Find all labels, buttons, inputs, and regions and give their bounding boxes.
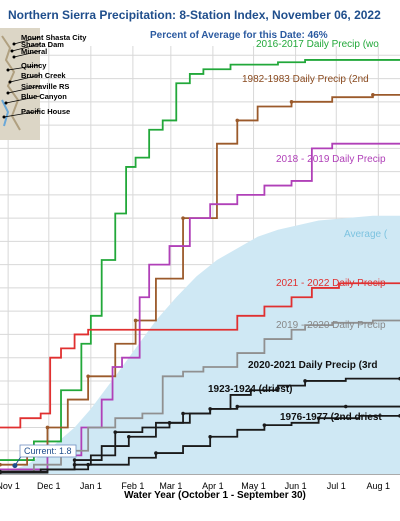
series-marker: [208, 434, 212, 439]
x-tick-label: Dec 1: [37, 481, 61, 491]
series-marker: [113, 430, 118, 434]
series-marker: [45, 425, 50, 430]
station-label: Sierraville RS: [21, 82, 69, 91]
x-tick-label: Aug 1: [367, 481, 391, 491]
series-label-3: Average (: [344, 229, 388, 240]
station-label: Blue Canyon: [21, 92, 67, 101]
x-tick-label: Apr 1: [202, 481, 224, 491]
x-tick-label: Mar 1: [159, 481, 182, 491]
current-label: Current: 1.8: [24, 446, 72, 456]
series-marker: [235, 404, 240, 409]
station-dot: [6, 91, 10, 95]
current-box: [19, 444, 77, 458]
series-line-2: [0, 142, 400, 471]
station-dot: [8, 80, 12, 84]
station-dot: [2, 115, 6, 119]
station-label: Shasta Dam: [21, 40, 64, 49]
series-marker: [371, 93, 375, 97]
series-label-7: 1923-1924 (driest): [208, 384, 293, 395]
series-label-2: 2018 - 2019 Daily Precip: [276, 154, 386, 165]
station-leader: [13, 50, 41, 58]
station-leader: [11, 43, 41, 52]
station-dot: [10, 49, 14, 53]
series-label-8: 1976-1977 (2nd driest: [280, 412, 382, 423]
series-label-4: 2021 - 2022 Daily Precip: [276, 278, 386, 289]
series-marker: [127, 434, 131, 439]
series-label-0: 2016-2017 Daily Precip (wo: [256, 39, 379, 50]
chart-title: Northern Sierra Precipitation: 8-Station…: [8, 8, 381, 22]
series-marker: [0, 470, 2, 475]
station-label: Brush Creek: [21, 71, 66, 80]
series-line-4: [0, 282, 400, 429]
x-tick-label: Feb 1: [121, 481, 144, 491]
series-marker: [316, 416, 321, 420]
x-tick-label: May 1: [241, 481, 266, 491]
map-water: [1, 99, 10, 127]
x-tick-label: Jun 1: [285, 481, 307, 491]
station-leader: [7, 64, 41, 71]
station-label: Mineral: [21, 47, 47, 56]
average-area-layer: [0, 215, 400, 474]
map-terrain: [1, 35, 21, 131]
station-leader: [13, 36, 41, 45]
series-marker: [181, 411, 185, 416]
series-label-5: 2019 - 2020 Daily Precip: [276, 320, 386, 331]
average-area: [0, 215, 400, 474]
x-tick-label: Jan 1: [80, 481, 102, 491]
series-marker: [262, 423, 267, 427]
series-layer: [0, 59, 400, 475]
x-tick-label: Jul 1: [327, 481, 346, 491]
x-axis-label: Water Year (October 1 - September 30): [124, 490, 306, 501]
station-leader: [5, 95, 41, 104]
series-line-6: [0, 377, 400, 473]
series-line-1: [0, 93, 400, 466]
station-label: Quincy: [21, 61, 47, 70]
series-line-0: [0, 59, 400, 461]
series-marker: [343, 404, 348, 409]
station-dot: [12, 55, 16, 59]
station-label: Pacific House: [21, 107, 70, 116]
series-label-6: 2020-2021 Daily Precip (3rd: [248, 360, 378, 371]
series-line-5: [0, 319, 400, 473]
chart-subtitle: Percent of Average for this Date: 46%: [150, 30, 328, 41]
station-leader: [9, 74, 41, 83]
label-layer: 2016-2017 Daily Precip (wo 1982-1983 Dail…: [0, 39, 390, 491]
station-dot: [4, 101, 8, 105]
series-marker: [181, 216, 185, 220]
series-marker: [0, 462, 2, 467]
series-marker: [235, 118, 240, 123]
series-label-1: 1982-1983 Daily Precip (2nd: [242, 74, 369, 85]
station-leader: [7, 85, 41, 94]
station-dot: [12, 42, 16, 46]
series-marker: [86, 462, 90, 467]
series-marker: [249, 388, 253, 393]
series-marker: [86, 374, 90, 379]
series-marker: [154, 451, 158, 455]
station-leader: [3, 110, 41, 118]
series-marker: [289, 100, 294, 104]
series-marker: [133, 318, 138, 323]
station-label: Mount Shasta City: [21, 33, 87, 42]
series-marker: [72, 458, 77, 462]
map-background: [0, 28, 40, 140]
series-marker: [303, 379, 307, 383]
x-tick-label: Nov 1: [0, 481, 20, 491]
station-dot: [6, 68, 10, 72]
